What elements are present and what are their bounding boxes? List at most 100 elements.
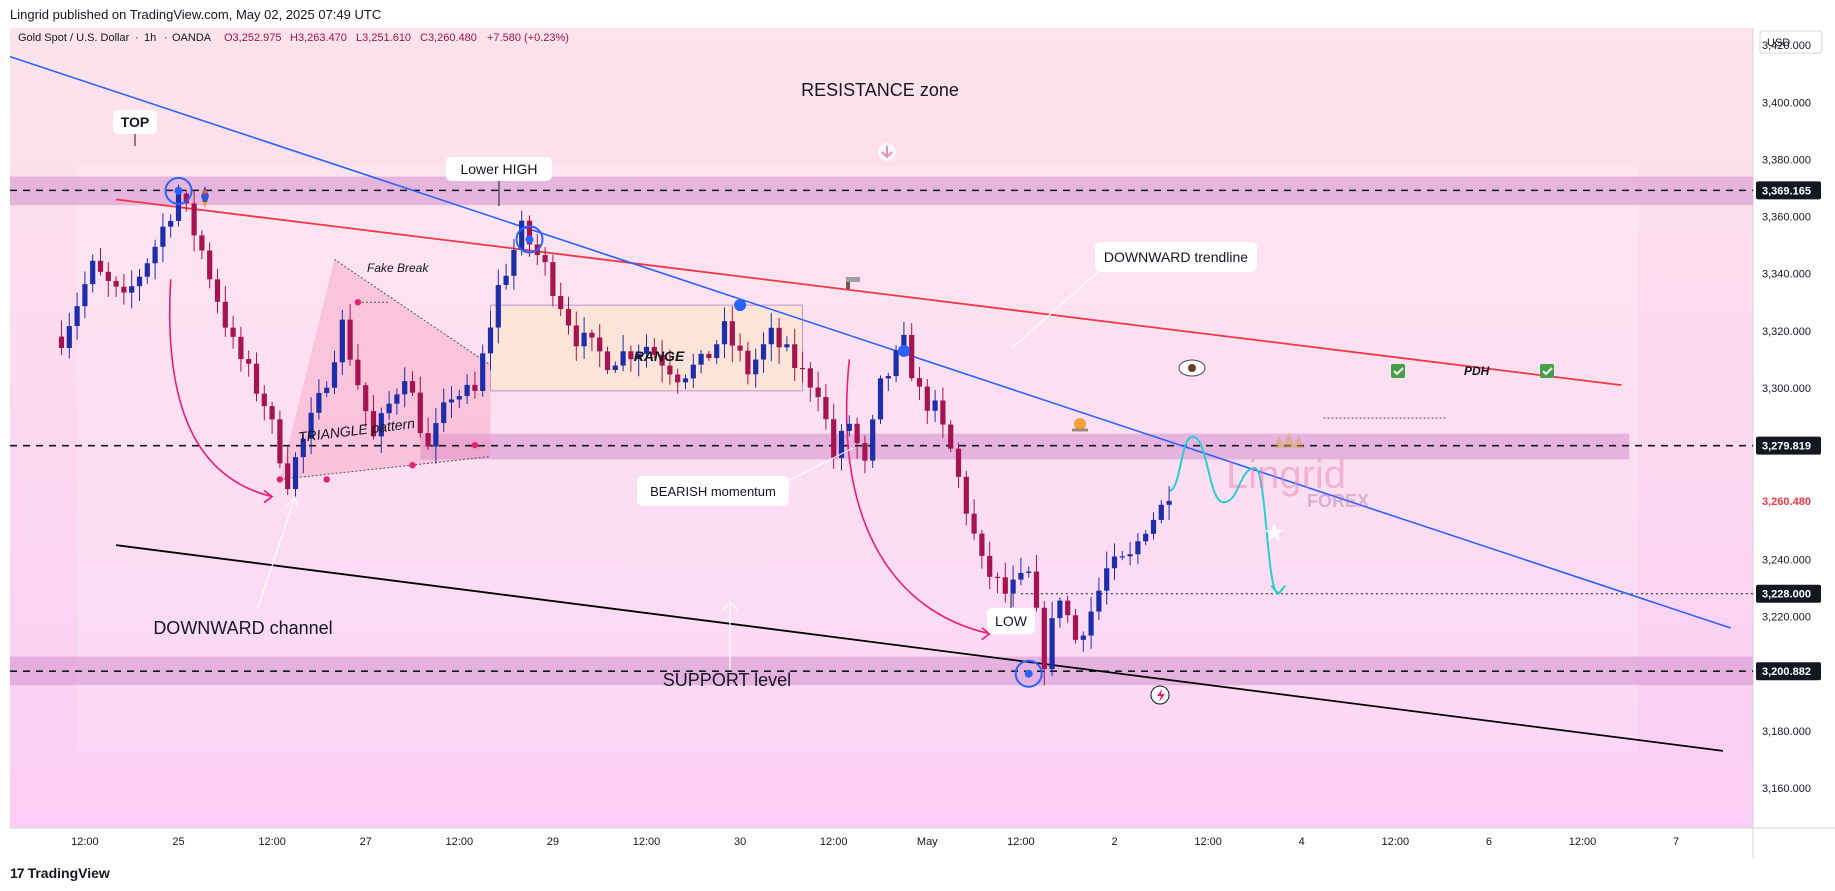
candle-bull xyxy=(90,260,96,285)
bearish-momentum-callout: BEARISH momentum xyxy=(637,447,854,506)
star-icon xyxy=(1264,523,1284,541)
ohlc-high: H3,263.470 xyxy=(290,32,347,44)
candle-bull xyxy=(1166,500,1172,505)
touch-1-marker xyxy=(734,299,747,312)
time-axis[interactable]: 12:00 25 12:00 27 12:00 29 12:00 30 12:00 May 12:0… xyxy=(71,836,1679,848)
candle-bear xyxy=(253,363,260,394)
candle-bear xyxy=(1033,571,1040,608)
candle-bear xyxy=(1041,607,1047,670)
plot-background xyxy=(10,28,1753,828)
price-tag-label: 3,260.480 xyxy=(1762,496,1811,508)
candle-bull xyxy=(1111,556,1118,569)
candle-bear xyxy=(347,319,353,360)
time-tick-label: 30 xyxy=(734,836,746,848)
fake-break-label: Fake Break xyxy=(367,261,429,275)
level-price-tag xyxy=(1756,181,1821,200)
candle-bull xyxy=(721,321,728,345)
candle-bull xyxy=(129,286,135,293)
candle-bear xyxy=(628,351,634,360)
current-price-tag xyxy=(1756,491,1821,510)
time-tick-label: 12:00 xyxy=(820,836,848,848)
eye-icon xyxy=(1178,359,1206,377)
candle-bull xyxy=(901,334,907,351)
footer-bar: 17 TradingView xyxy=(0,858,1835,891)
candle-bear xyxy=(214,279,221,302)
candle-bear xyxy=(565,309,572,326)
price-tags: 3,369.165 3,279.819 3,260.480 3,228.000 3,20… xyxy=(1756,181,1821,681)
price-chart[interactable]: Gold Spot / U.S. Dollar · 1h · OANDA O3,… xyxy=(0,28,1835,858)
candle-bull xyxy=(870,419,876,461)
price-tag-label: 3,228.000 xyxy=(1762,589,1811,601)
triangle-upper-edge xyxy=(334,259,491,366)
candle-bear xyxy=(971,513,977,534)
pdh-label: PDH xyxy=(1464,364,1490,378)
watermark-forex: FOREX xyxy=(1307,491,1369,511)
candle-bear xyxy=(58,336,65,348)
red-trendline xyxy=(115,198,1622,387)
candle-bull xyxy=(394,394,400,404)
candle-bear xyxy=(183,193,189,204)
lower-high-marker xyxy=(525,235,534,244)
candle-bull xyxy=(643,346,650,354)
candle-bull xyxy=(620,351,626,366)
candle-bull xyxy=(1143,533,1149,542)
price-tick-label: 3,240.000 xyxy=(1762,554,1811,566)
time-tick-label: 12:00 xyxy=(1194,836,1222,848)
watermark-lingrid: Lingrid xyxy=(1226,453,1346,497)
candle-bull xyxy=(386,403,392,414)
candle-bear xyxy=(948,424,954,449)
candle-bull xyxy=(503,275,509,285)
time-tick-label: 7 xyxy=(1673,836,1679,848)
candle-bear xyxy=(1065,600,1071,616)
candle-bear xyxy=(807,368,813,388)
top-label: TOP xyxy=(121,114,150,130)
candle-bear xyxy=(729,321,735,346)
price-tick-label: 3,360.000 xyxy=(1762,212,1811,224)
bearish-momentum-label: BEARISH momentum xyxy=(650,484,776,499)
candle-bear xyxy=(97,260,104,272)
time-tick-label: 12:00 xyxy=(71,836,99,848)
publish-text: Lingrid published on TradingView.com, Ma… xyxy=(10,7,382,22)
candle-bull xyxy=(300,438,306,458)
time-tick-label: 4 xyxy=(1299,836,1305,848)
candle-bull xyxy=(682,378,689,383)
candle-bear xyxy=(916,378,923,387)
candle-bear xyxy=(706,353,712,358)
candle-bull xyxy=(885,376,891,379)
candle-bear xyxy=(425,433,431,447)
candle-bull xyxy=(760,344,767,360)
candle-bear xyxy=(199,235,205,251)
candle-bear xyxy=(737,345,743,351)
downward-channel-callout: DOWNWARD channel xyxy=(153,495,333,638)
support-level-label: SUPPORT level xyxy=(663,670,791,690)
currency-box[interactable]: USD xyxy=(1759,30,1823,54)
candle-bull xyxy=(433,423,439,447)
symbol-source: OANDA xyxy=(172,32,212,44)
candle-bear xyxy=(261,393,267,407)
candle-bull xyxy=(1150,519,1157,534)
momentum-arrow-2-head xyxy=(981,627,992,641)
tradingview-logo[interactable]: 17 TradingView xyxy=(10,865,110,881)
candle-bull xyxy=(1104,568,1110,591)
price-tick-label: 3,180.000 xyxy=(1762,726,1811,738)
symbol-name: Gold Spot / U.S. Dollar xyxy=(18,32,130,44)
candle-bull xyxy=(308,412,314,439)
candle-bear xyxy=(924,386,930,411)
lower-high-label: Lower HIGH xyxy=(460,161,537,177)
symbol-separator: · xyxy=(164,32,168,44)
time-tick-label: 29 xyxy=(547,836,559,848)
time-tick-label: 25 xyxy=(172,836,184,848)
candle-bull xyxy=(519,220,525,250)
price-tick-label: 3,320.000 xyxy=(1762,326,1811,338)
candle-bear xyxy=(370,411,377,437)
downtrend-line xyxy=(9,55,1731,629)
time-tick-label: 12:00 xyxy=(446,836,474,848)
top-callout: TOP xyxy=(113,110,157,146)
candle-bull xyxy=(136,276,143,287)
candle-bear xyxy=(651,346,657,355)
candle-bull xyxy=(464,384,470,397)
candle-bull xyxy=(324,387,330,393)
tradingview-logo-icon: 17 xyxy=(10,865,25,881)
candle-bull xyxy=(1049,618,1055,670)
candle-bear xyxy=(355,359,361,386)
